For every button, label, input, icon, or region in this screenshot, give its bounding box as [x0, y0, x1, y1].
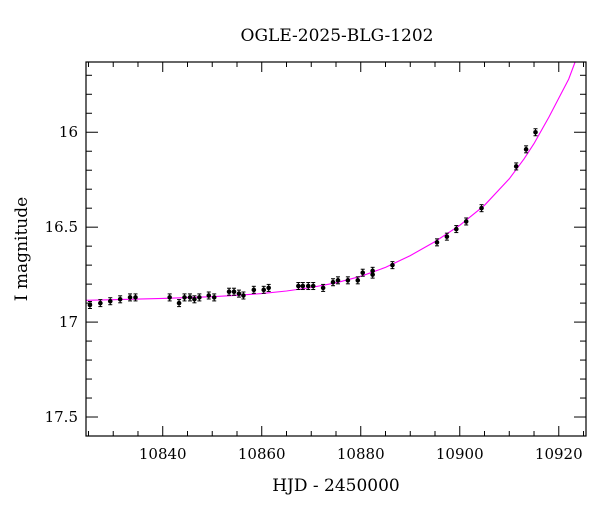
data-point	[261, 285, 267, 294]
x-tick-label: 10900	[436, 445, 484, 463]
data-point	[231, 287, 237, 296]
data-point	[226, 287, 232, 296]
axis-ticks	[86, 62, 586, 437]
data-point	[211, 293, 217, 302]
data-point	[335, 276, 341, 285]
data-point	[176, 299, 182, 308]
data-point	[251, 285, 257, 294]
x-tick-label: 10860	[238, 445, 286, 463]
data-point	[127, 293, 133, 302]
data-point	[107, 297, 113, 306]
data-point	[133, 293, 138, 302]
data-point	[444, 232, 450, 241]
x-tick-label: 10880	[337, 445, 385, 463]
data-point	[523, 145, 529, 154]
data-point	[98, 299, 103, 308]
data-point	[355, 276, 361, 285]
y-tick-label: 16	[59, 123, 78, 141]
data-point	[320, 283, 326, 292]
data-point	[305, 282, 311, 291]
data-point	[434, 238, 440, 247]
data-point	[533, 128, 538, 137]
data-point	[370, 270, 375, 279]
plot-frame	[85, 61, 587, 437]
data-point	[206, 291, 212, 300]
data-point	[236, 289, 242, 298]
data-point	[453, 225, 459, 234]
y-tick-label: 17	[59, 313, 78, 331]
y-tick-label: 17.5	[45, 408, 78, 426]
y-axis-label: I magnitude	[12, 197, 32, 301]
data-point	[266, 283, 271, 292]
data-point	[117, 295, 123, 304]
data-point	[197, 293, 202, 302]
data-point	[310, 282, 316, 291]
x-axis-label: HJD - 2450000	[272, 476, 400, 496]
data-point	[463, 217, 469, 226]
x-tick-label: 10840	[139, 445, 187, 463]
x-tick-labels: 10840 10860 10880 10900 10920	[139, 445, 583, 463]
data-point	[390, 261, 395, 270]
data-point	[479, 204, 484, 213]
model-fit-line	[86, 62, 576, 301]
chart-title: OGLE-2025-BLG-1202	[241, 26, 434, 46]
data-point	[330, 278, 336, 287]
data-points-layer	[87, 128, 538, 310]
data-point	[300, 282, 306, 291]
data-point	[345, 276, 351, 285]
data-point	[241, 291, 246, 300]
data-point	[192, 295, 197, 304]
data-point	[87, 301, 93, 310]
data-point	[513, 162, 519, 171]
data-point	[182, 293, 187, 302]
data-point	[296, 282, 301, 291]
x-tick-label: 10920	[535, 445, 583, 463]
data-point	[360, 268, 366, 277]
data-point	[187, 293, 193, 302]
data-point	[167, 293, 172, 302]
y-tick-labels: 16 16.5 17 17.5	[45, 123, 78, 426]
y-tick-label: 16.5	[45, 218, 78, 236]
model-curve-layer	[86, 62, 576, 301]
